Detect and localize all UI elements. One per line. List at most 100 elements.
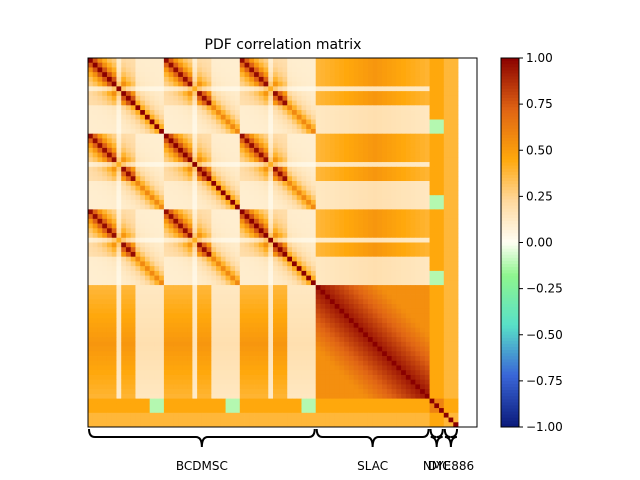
heatmap-cell [92,190,98,196]
heatmap-cell [443,76,449,83]
heatmap-cell [386,261,393,267]
heatmap-cell [320,327,326,333]
heatmap-cell [448,91,454,97]
heatmap-cell [168,341,174,347]
heatmap-cell [282,299,288,305]
heatmap-cell [178,237,184,243]
heatmap-cell [396,256,402,262]
heatmap-cell [310,266,317,272]
heatmap-cell [325,280,331,286]
heatmap-cell [401,143,407,149]
heatmap-cell [334,337,340,343]
heatmap-cell [410,318,416,324]
heatmap-cell [282,119,288,125]
heatmap-cell [363,346,369,352]
heatmap-cell [339,152,345,158]
heatmap-cell [244,105,250,111]
heatmap-cell [448,308,454,314]
heatmap-cell [154,91,160,97]
heatmap-cell [391,351,397,357]
heatmap-cell [320,308,326,314]
heatmap-cell [258,313,264,319]
heatmap-cell [220,190,226,196]
heatmap-cell [448,233,454,239]
heatmap-cell [372,327,378,333]
heatmap-cell [239,270,245,277]
heatmap-cell [310,289,317,295]
heatmap-cell [296,346,302,352]
heatmap-cell [182,327,189,333]
heatmap-cell [386,58,393,64]
heatmap-cell [211,157,217,163]
heatmap-cell [182,289,189,295]
heatmap-cell [230,313,236,319]
heatmap-cell [121,223,127,229]
heatmap-cell [111,299,117,305]
heatmap-cell [263,228,269,234]
heatmap-cell [102,185,108,191]
heatmap-cell [159,261,165,267]
heatmap-cell [372,341,378,347]
heatmap-cell [263,322,269,329]
heatmap-cell [192,110,198,116]
heatmap-cell [149,294,155,300]
heatmap-cell [405,327,411,333]
heatmap-cell [277,105,283,111]
heatmap-cell [225,171,231,177]
heatmap-cell [453,218,459,224]
heatmap-cell [121,251,127,258]
heatmap-cell [420,346,426,352]
heatmap-cell [173,233,179,239]
heatmap-cell [130,341,136,347]
heatmap-cell [163,147,170,154]
heatmap-cell [211,143,217,149]
heatmap-cell [106,181,113,187]
heatmap-cell [434,162,440,168]
heatmap-cell [429,289,435,295]
heatmap-cell [263,242,269,248]
heatmap-cell [102,285,108,291]
heatmap-cell [296,299,302,305]
heatmap-cell [244,341,250,347]
heatmap-cell [258,308,264,314]
heatmap-cell [315,351,321,357]
heatmap-cell [396,204,402,210]
heatmap-cell [429,110,435,116]
heatmap-cell [121,105,127,111]
heatmap-cell [367,128,374,135]
heatmap-cell [315,62,321,68]
heatmap-cell [377,242,383,248]
heatmap-cell [348,171,355,177]
heatmap-cell [135,86,141,92]
heatmap-cell [106,360,113,366]
heatmap-cell [306,209,312,215]
heatmap-cell [325,119,331,125]
heatmap-cell [325,67,331,73]
heatmap-cell [301,185,307,191]
heatmap-cell [410,199,416,206]
heatmap-cell [301,242,307,248]
heatmap-cell [320,110,326,116]
heatmap-cell [415,81,421,87]
heatmap-cell [225,72,231,78]
heatmap-cell [92,62,98,68]
heatmap-cell [391,176,397,182]
heatmap-cell [220,143,226,149]
heatmap-cell [140,318,146,324]
heatmap-cell [254,237,260,243]
heatmap-cell [363,199,369,206]
heatmap-cell [182,138,189,144]
heatmap-cell [377,233,383,239]
heatmap-cell [315,275,321,281]
heatmap-cell [301,247,307,253]
heatmap-cell [420,351,426,357]
heatmap-cell [144,322,151,329]
heatmap-cell [111,138,117,144]
heatmap-cell [239,223,245,229]
heatmap-cell [168,157,174,163]
heatmap-cell [178,157,184,163]
heatmap-cell [358,133,364,139]
heatmap-cell [192,185,198,191]
heatmap-cell [339,157,345,163]
heatmap-cell [239,242,245,248]
